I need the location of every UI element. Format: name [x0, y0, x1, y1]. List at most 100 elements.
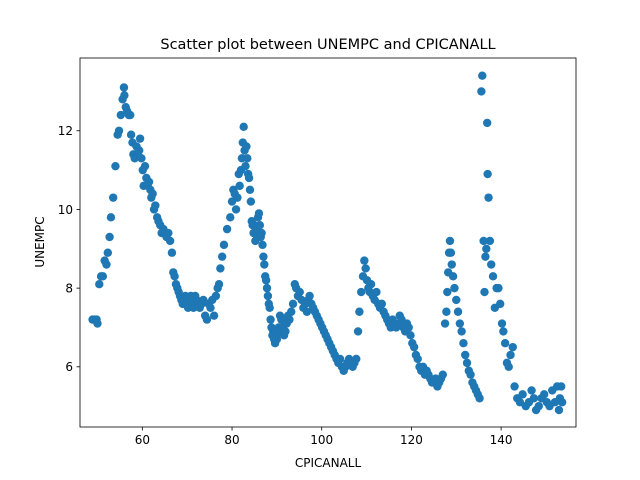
- data-point-274: [494, 283, 503, 293]
- data-point-236: [440, 319, 450, 328]
- data-point-125: [261, 276, 271, 285]
- data-point-23: [126, 110, 135, 120]
- data-point-137: [272, 335, 282, 344]
- data-point-219: [409, 342, 419, 352]
- x-tick-label-1: 80: [224, 433, 239, 447]
- data-point-106: [244, 173, 254, 183]
- data-point-186: [353, 327, 363, 336]
- plot-area-background: [80, 58, 576, 427]
- data-point-290: [529, 394, 539, 403]
- data-point-94: [233, 193, 242, 202]
- data-point-102: [241, 161, 250, 171]
- data-point-277: [499, 327, 508, 336]
- data-point-86: [217, 252, 227, 261]
- data-point-129: [265, 303, 274, 312]
- data-point-79: [206, 303, 215, 312]
- data-point-51: [164, 228, 173, 238]
- data-point-100: [239, 122, 248, 132]
- data-point-81: [209, 311, 219, 320]
- data-point-251: [461, 350, 470, 360]
- data-point-300: [554, 405, 564, 415]
- data-point-238: [443, 287, 452, 297]
- data-point-157: [302, 307, 312, 316]
- data-point-281: [506, 350, 515, 360]
- data-point-85: [216, 264, 225, 273]
- data-point-104: [243, 154, 252, 163]
- data-point-249: [457, 327, 466, 336]
- y-tick-label-0: 6: [65, 360, 73, 374]
- y-tick-label-3: 12: [58, 124, 73, 138]
- data-point-282: [508, 342, 517, 352]
- data-point-271: [488, 272, 498, 281]
- data-point-198: [372, 287, 381, 297]
- data-point-244: [448, 272, 458, 281]
- y-axis-ticks: 6 8 10 12: [58, 124, 80, 374]
- data-point-30: [135, 146, 144, 155]
- data-point-216: [404, 323, 413, 332]
- data-point-82: [211, 291, 221, 301]
- data-point-217: [406, 331, 415, 340]
- data-point-53: [167, 248, 177, 257]
- data-point-127: [263, 291, 273, 301]
- data-point-302: [557, 382, 566, 391]
- data-point-221: [413, 354, 422, 364]
- data-point-149: [288, 299, 298, 309]
- data-point-265: [482, 244, 491, 253]
- data-point-130: [266, 315, 275, 324]
- data-point-188: [356, 287, 366, 297]
- data-point-262: [479, 236, 488, 246]
- data-point-38: [144, 177, 154, 187]
- data-point-88: [222, 224, 232, 234]
- data-point-121: [258, 240, 267, 250]
- data-point-118: [255, 220, 265, 230]
- data-point-43: [151, 201, 160, 210]
- data-point-31: [135, 134, 145, 143]
- data-point-185: [352, 354, 361, 364]
- data-point-10: [105, 232, 114, 242]
- x-tick-label-0: 60: [135, 433, 150, 447]
- data-point-159: [305, 291, 314, 301]
- data-point-292: [534, 401, 543, 411]
- data-point-4: [95, 280, 104, 289]
- data-point-32: [137, 154, 146, 163]
- data-point-248: [455, 319, 465, 328]
- data-point-259: [475, 394, 484, 403]
- data-point-246: [452, 295, 461, 305]
- data-point-190: [360, 256, 369, 265]
- data-point-250: [459, 339, 468, 348]
- data-point-176: [335, 354, 345, 364]
- data-point-103: [242, 142, 251, 151]
- plot-area-frame: [79, 57, 577, 428]
- data-point-280: [504, 362, 513, 372]
- data-point-93: [231, 205, 241, 214]
- data-point-191: [361, 264, 370, 273]
- data-point-123: [260, 260, 269, 269]
- data-point-235: [438, 370, 448, 379]
- data-point-201: [377, 299, 387, 309]
- data-point-294: [539, 390, 549, 399]
- data-point-237: [442, 307, 451, 316]
- data-point-96: [235, 181, 244, 191]
- data-point-270: [487, 260, 496, 269]
- data-point-13: [111, 161, 120, 171]
- data-point-117: [254, 209, 264, 218]
- chart-title: Scatter plot between UNEMPC and CPICANAL…: [160, 37, 495, 53]
- data-point-84: [214, 280, 224, 289]
- data-point-9: [103, 248, 113, 257]
- data-point-41: [148, 189, 157, 198]
- data-point-144: [281, 327, 290, 336]
- data-point-261: [478, 71, 487, 80]
- data-point-52: [165, 236, 175, 246]
- data-point-254: [466, 370, 475, 379]
- data-point-286: [518, 390, 527, 399]
- data-point-303: [557, 398, 567, 407]
- x-axis-ticks: 60 80 100 120 140: [135, 427, 513, 447]
- data-point-243: [447, 260, 456, 269]
- y-axis-label: UNEMPC: [33, 216, 47, 267]
- data-point-87: [219, 240, 229, 250]
- data-point-108: [246, 197, 256, 206]
- data-point-120: [257, 228, 266, 238]
- data-point-260: [477, 87, 486, 96]
- x-tick-label-4: 140: [490, 433, 513, 447]
